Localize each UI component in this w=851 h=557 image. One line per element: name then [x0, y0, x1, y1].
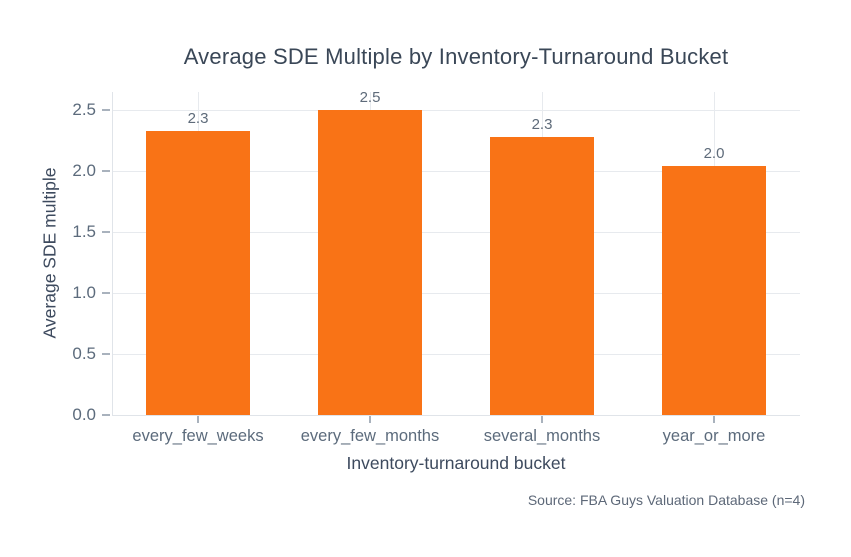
x-tick-label: every_few_weeks [132, 427, 264, 445]
y-tick-label: 1.0 [72, 283, 96, 303]
h-gridline [112, 170, 800, 172]
bar [318, 110, 422, 415]
bar-value-label: 2.3 [531, 116, 553, 134]
y-axis-title: Average SDE multiple [39, 167, 60, 339]
x-axis-spine [112, 415, 800, 416]
x-tick-mark [369, 416, 371, 423]
bar [490, 137, 594, 415]
y-tick-label: 1.5 [72, 222, 96, 242]
x-tick-mark [541, 416, 543, 423]
h-gridline [112, 109, 800, 111]
y-tick-mark [102, 353, 110, 356]
bar [146, 131, 250, 415]
h-gridline [112, 292, 800, 294]
y-tick-mark [102, 292, 110, 295]
h-gridline [112, 353, 800, 355]
y-tick-label: 0.5 [72, 344, 96, 364]
bar-value-label: 2.0 [703, 145, 725, 163]
bar [662, 166, 766, 415]
y-axis-spine [112, 92, 113, 415]
x-axis-title: Inventory-turnaround bucket [346, 453, 566, 473]
bar-value-label: 2.5 [359, 89, 381, 107]
chart-title: Average SDE Multiple by Inventory-Turnar… [183, 44, 729, 69]
y-tick-mark [102, 109, 110, 112]
h-gridline [112, 231, 800, 233]
x-tick-label: year_or_more [662, 427, 766, 445]
x-tick-mark [713, 416, 715, 423]
y-tick-mark [102, 231, 110, 234]
bar-value-label: 2.3 [187, 110, 209, 127]
x-tick-label: several_months [483, 427, 601, 445]
x-tick-mark [197, 416, 199, 423]
source-note: Source: FBA Guys Valuation Database (n=4… [527, 492, 805, 508]
y-tick-mark [102, 414, 110, 416]
y-tick-label: 2.5 [72, 100, 96, 120]
y-tick-label: 0.0 [72, 405, 96, 424]
y-tick-mark [102, 170, 110, 173]
y-tick-label: 2.0 [72, 161, 96, 181]
x-tick-label: every_few_months [300, 427, 440, 445]
